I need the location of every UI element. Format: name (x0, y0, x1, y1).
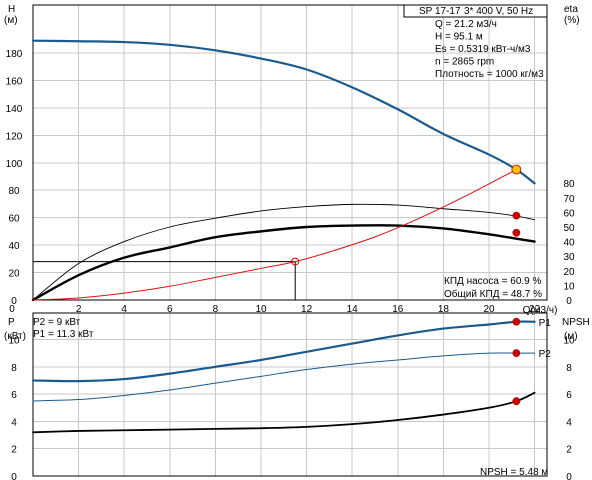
power-tick-label: 10 (8, 336, 20, 347)
operating-point-info: Es = 0.5319 кВт-ч/м3 (435, 44, 531, 55)
y-right-tick-label: 50 (563, 223, 575, 234)
operating-point-info: Плотность = 1000 кг/м3 (435, 69, 544, 80)
y-left-axis-title: H (8, 4, 15, 15)
pump-efficiency-curve (32, 203, 536, 301)
power-tick-label: 2 (11, 445, 17, 456)
x-tick-label: 14 (347, 304, 359, 315)
power-tick-label: 4 (11, 417, 17, 428)
y-left-tick-label: 0 (11, 296, 17, 307)
y-right-tick-label: 80 (563, 179, 575, 190)
operating-point-info: H = 95.1 м (435, 32, 483, 43)
head-panel-frame (32, 4, 548, 301)
y-left-tick-label: 20 (8, 269, 20, 280)
y-right-tick-label: 30 (563, 252, 575, 263)
x-tick-label: 0 (9, 304, 15, 315)
power-info: P2 = 9 кВт (33, 317, 81, 328)
y-left-tick-label: 100 (6, 159, 23, 170)
system-curve-point-marker (291, 257, 300, 266)
x-tick-label: 12 (301, 304, 313, 315)
y-right-tick-label: 10 (563, 281, 575, 292)
npsh-axis-title: NPSH (562, 317, 590, 328)
power-axis-title: P (8, 317, 15, 328)
x-tick-label: 8 (213, 304, 219, 315)
power-tick-label: 8 (11, 363, 17, 374)
system-curve (32, 169, 517, 301)
x-tick-label: 20 (483, 304, 495, 315)
duty-point-total-efficiency-marker (512, 228, 521, 237)
duty-point-pump-efficiency-marker (512, 211, 521, 220)
npsh-tick-label: 8 (566, 363, 572, 374)
power-panel-frame (32, 312, 548, 477)
y-right-axis-title: eta (564, 4, 578, 15)
chart-title: SP 17-17 (419, 6, 461, 17)
y-left-tick-label: 160 (6, 76, 23, 87)
npsh-tick-label: 0 (566, 472, 572, 480)
total-efficiency-annotation: Общий КПД = 48.7 % (444, 288, 542, 300)
pump-efficiency-annotation: КПД насоса = 60.9 % (444, 276, 542, 287)
npsh-tick-label: 4 (566, 417, 572, 428)
p1-curve (31, 320, 536, 383)
power-axis-unit: (кВт) (4, 331, 26, 342)
x-tick-label: 10 (255, 304, 267, 315)
y-right-tick-label: 40 (563, 238, 575, 249)
npsh-tick-label: 2 (566, 445, 572, 456)
npsh-tick-label: 6 (566, 390, 572, 401)
y-left-tick-label: 40 (8, 241, 20, 252)
npsh-duty-marker (512, 397, 521, 406)
y-left-tick-label: 120 (6, 131, 23, 142)
p2-duty-marker (512, 349, 521, 358)
series-label-p1: P1 (539, 318, 552, 329)
x-tick-label: 18 (438, 304, 450, 315)
x-tick-label: 22 (529, 304, 541, 315)
y-right-tick-label: 20 (563, 267, 575, 278)
x-tick-label: 6 (167, 304, 173, 315)
operating-point-info: n = 2865 rpm (435, 57, 494, 68)
head-curve (31, 39, 536, 185)
y-left-tick-label: 80 (8, 186, 20, 197)
npsh-tick-label: 10 (563, 336, 575, 347)
npsh-annotation: NPSH = 5.48 м (480, 467, 548, 478)
chart-subtitle: 3* 400 V, 50 Hz (464, 6, 533, 17)
x-tick-label: 2 (76, 304, 82, 315)
p1-duty-marker (512, 317, 521, 326)
x-tick-label: 16 (392, 304, 404, 315)
power-tick-label: 0 (11, 472, 17, 480)
y-right-tick-label: 60 (563, 208, 575, 219)
series-label-p2: P2 (539, 349, 552, 360)
y-right-axis-unit: (%) (564, 15, 580, 26)
total-efficiency-curve (31, 224, 536, 302)
x-tick-label: 4 (121, 304, 127, 315)
y-left-tick-label: 140 (6, 104, 23, 115)
y-left-axis-unit: (м) (4, 15, 18, 26)
power-info: P1 = 11.3 кВт (33, 329, 94, 340)
title-box (403, 4, 548, 18)
y-right-tick-label: 0 (566, 296, 572, 307)
y-left-tick-label: 60 (8, 214, 20, 225)
y-left-tick-label: 180 (6, 49, 23, 60)
operating-point-info: Q = 21.2 м3/ч (435, 19, 497, 30)
p2-curve (32, 352, 536, 402)
power-tick-label: 6 (11, 390, 17, 401)
x-axis-label: Q(м3/ч) (523, 305, 558, 316)
duty-point-head-marker (511, 164, 522, 175)
npsh-axis-unit: (м) (564, 331, 578, 342)
npsh-curve (32, 391, 536, 434)
y-right-tick-label: 70 (563, 194, 575, 205)
